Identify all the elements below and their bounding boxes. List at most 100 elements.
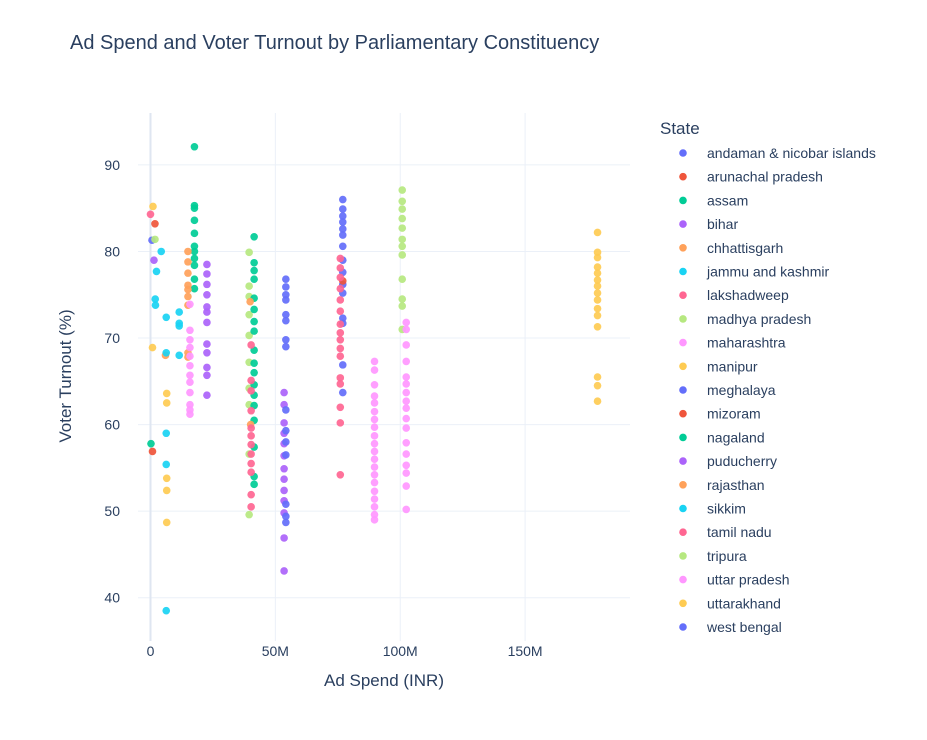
data-point[interactable]: [190, 247, 199, 256]
data-point[interactable]: [370, 503, 379, 511]
legend-item[interactable]: maharashtra: [679, 335, 786, 351]
data-point[interactable]: [338, 242, 347, 251]
data-point[interactable]: [175, 322, 184, 330]
data-point[interactable]: [250, 305, 258, 314]
data-point[interactable]: [370, 495, 379, 503]
data-point[interactable]: [186, 410, 194, 419]
data-point[interactable]: [336, 307, 345, 316]
data-point[interactable]: [250, 327, 258, 335]
data-point[interactable]: [370, 407, 379, 416]
data-point[interactable]: [162, 474, 171, 483]
data-point[interactable]: [338, 388, 347, 397]
data-point[interactable]: [336, 296, 345, 304]
data-point[interactable]: [203, 340, 211, 348]
data-point[interactable]: [247, 468, 255, 477]
data-point[interactable]: [149, 202, 157, 211]
data-point[interactable]: [162, 389, 171, 398]
data-point[interactable]: [203, 371, 211, 380]
data-point[interactable]: [593, 381, 602, 390]
data-point[interactable]: [162, 348, 171, 357]
data-point[interactable]: [186, 326, 194, 335]
data-point[interactable]: [402, 469, 411, 477]
data-point[interactable]: [245, 282, 253, 290]
data-point[interactable]: [250, 317, 258, 326]
data-point[interactable]: [336, 344, 345, 353]
data-point[interactable]: [338, 314, 347, 322]
data-point[interactable]: [247, 406, 255, 415]
data-point[interactable]: [593, 397, 602, 406]
data-point[interactable]: [282, 310, 290, 319]
data-point[interactable]: [402, 373, 411, 381]
data-point[interactable]: [186, 400, 194, 409]
legend-item[interactable]: assam: [679, 192, 748, 208]
data-point[interactable]: [593, 304, 602, 313]
data-point[interactable]: [370, 439, 379, 448]
data-point[interactable]: [162, 460, 171, 469]
data-point[interactable]: [148, 447, 157, 456]
data-point[interactable]: [370, 471, 379, 479]
data-point[interactable]: [402, 424, 411, 432]
data-point[interactable]: [370, 399, 379, 407]
data-point[interactable]: [162, 606, 171, 615]
data-point[interactable]: [150, 256, 158, 264]
data-point[interactable]: [398, 242, 407, 251]
data-point[interactable]: [190, 142, 199, 151]
data-point[interactable]: [247, 432, 255, 440]
data-point[interactable]: [282, 275, 290, 283]
data-point[interactable]: [247, 450, 255, 458]
data-point[interactable]: [190, 242, 199, 251]
data-point[interactable]: [190, 284, 199, 293]
legend-item[interactable]: jammu and kashmir: [679, 264, 829, 280]
data-point[interactable]: [593, 282, 602, 290]
data-point[interactable]: [402, 438, 411, 447]
data-point[interactable]: [338, 205, 347, 213]
data-point[interactable]: [148, 343, 157, 352]
data-point[interactable]: [370, 392, 379, 400]
legend-item[interactable]: meghalaya: [679, 382, 776, 398]
data-point[interactable]: [336, 471, 345, 479]
data-point[interactable]: [280, 388, 288, 397]
data-point[interactable]: [203, 260, 211, 269]
data-point[interactable]: [250, 258, 258, 267]
data-point[interactable]: [398, 205, 407, 213]
data-point[interactable]: [593, 248, 602, 257]
data-point[interactable]: [402, 318, 411, 327]
data-point[interactable]: [402, 388, 411, 397]
data-point[interactable]: [398, 302, 407, 310]
data-point[interactable]: [250, 480, 258, 489]
legend-item[interactable]: nagaland: [679, 429, 765, 445]
legend-item[interactable]: bihar: [679, 216, 738, 232]
data-point[interactable]: [282, 426, 290, 435]
legend-item[interactable]: tripura: [679, 548, 747, 564]
data-point[interactable]: [282, 342, 290, 351]
data-point[interactable]: [593, 311, 602, 320]
data-point[interactable]: [336, 264, 345, 272]
data-point[interactable]: [398, 214, 407, 223]
data-point[interactable]: [157, 247, 166, 256]
data-point[interactable]: [162, 429, 171, 438]
data-point[interactable]: [336, 329, 345, 337]
data-point[interactable]: [282, 290, 290, 299]
data-point[interactable]: [338, 231, 347, 239]
data-point[interactable]: [593, 289, 602, 297]
data-point[interactable]: [247, 440, 255, 449]
data-point[interactable]: [247, 376, 255, 385]
data-point[interactable]: [593, 276, 602, 284]
data-point[interactable]: [247, 459, 255, 468]
data-point[interactable]: [336, 419, 345, 427]
data-point[interactable]: [151, 235, 159, 244]
legend-item[interactable]: sikkim: [679, 501, 746, 517]
data-point[interactable]: [203, 391, 211, 399]
data-point[interactable]: [203, 308, 211, 316]
data-point[interactable]: [336, 403, 345, 412]
data-point[interactable]: [398, 224, 407, 232]
data-point[interactable]: [250, 232, 258, 241]
data-point[interactable]: [250, 359, 258, 367]
data-point[interactable]: [593, 253, 602, 262]
data-point[interactable]: [151, 301, 160, 309]
legend-item[interactable]: puducherry: [679, 453, 777, 469]
data-point[interactable]: [250, 266, 258, 275]
data-point[interactable]: [282, 296, 290, 304]
data-point[interactable]: [186, 361, 194, 370]
data-point[interactable]: [184, 269, 192, 277]
